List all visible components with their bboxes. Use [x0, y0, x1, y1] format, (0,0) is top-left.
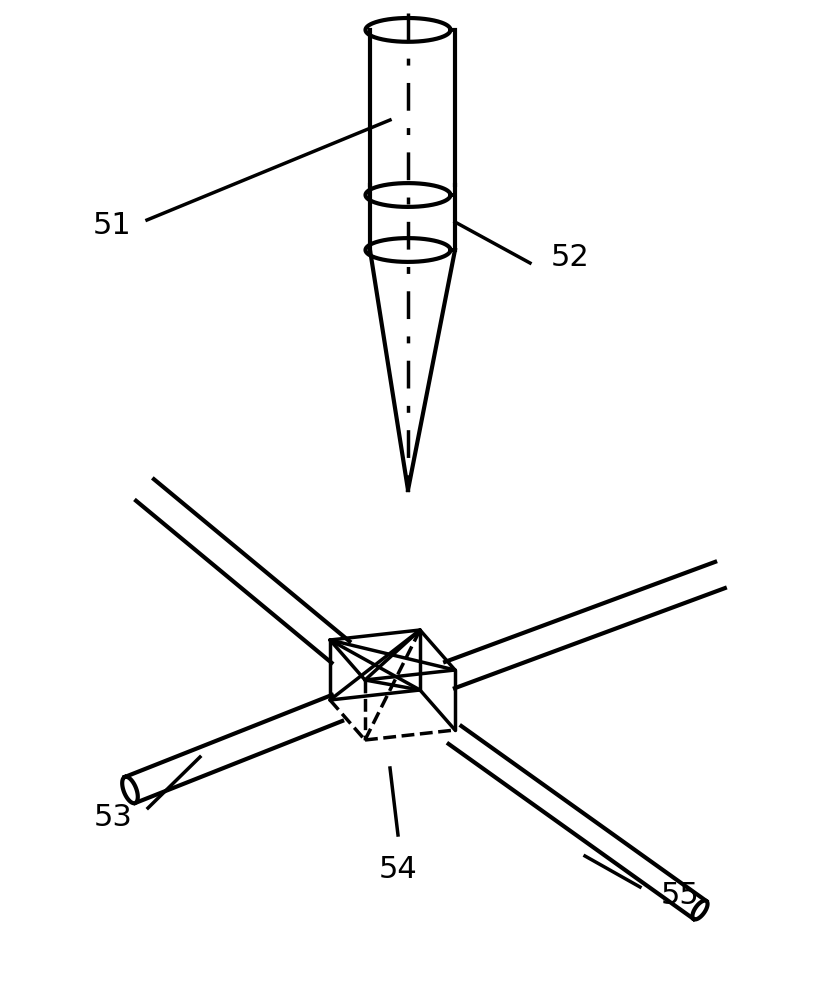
Text: 54: 54: [378, 856, 417, 884]
Polygon shape: [123, 777, 138, 803]
Text: 53: 53: [94, 804, 132, 832]
Text: 52: 52: [551, 243, 589, 272]
Text: 55: 55: [661, 880, 699, 910]
Polygon shape: [693, 901, 708, 919]
Text: 51: 51: [92, 211, 132, 239]
